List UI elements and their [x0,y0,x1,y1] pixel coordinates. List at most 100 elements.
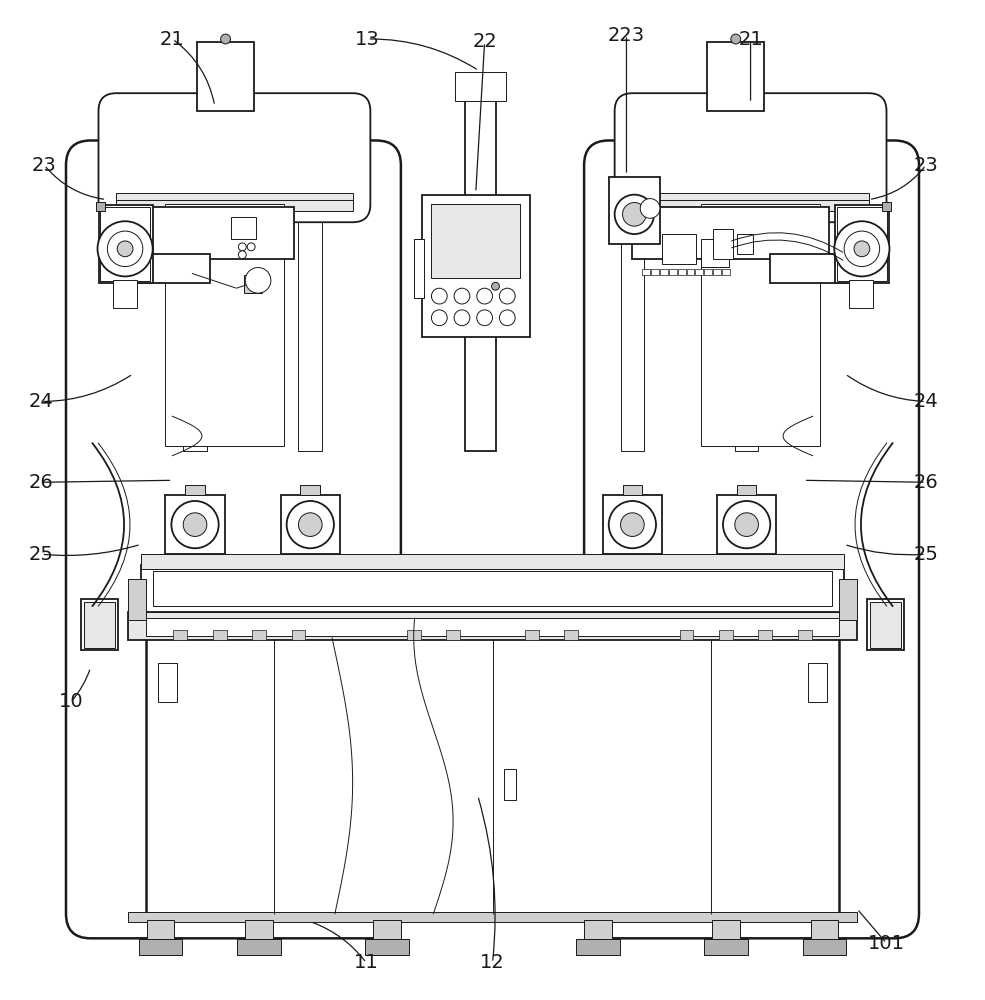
Bar [719,630,733,640]
Circle shape [117,241,133,257]
Text: 21: 21 [738,30,763,49]
Circle shape [623,203,646,226]
Bar [632,200,869,211]
Text: 22: 22 [472,32,497,51]
Bar [455,72,506,101]
Bar [811,920,838,941]
Bar [407,630,421,640]
Bar [197,42,254,111]
Text: 23: 23 [32,156,57,175]
Bar [98,205,153,283]
Bar [576,939,620,955]
Text: 26: 26 [913,473,939,492]
Bar [292,630,305,640]
Bar [701,205,820,446]
Bar [128,579,146,620]
Bar [704,269,712,275]
Bar [146,618,839,636]
Bar [722,269,730,275]
Text: 13: 13 [355,30,380,49]
Bar [632,207,829,259]
Bar [603,495,662,554]
Bar [141,565,844,612]
Bar [651,269,659,275]
Bar [153,571,832,606]
Bar [704,939,748,955]
Bar [669,269,677,275]
Bar [713,229,733,259]
Circle shape [723,501,770,548]
Bar [707,42,764,111]
Circle shape [238,243,246,251]
Circle shape [454,288,470,304]
Circle shape [615,195,654,234]
Circle shape [245,268,271,293]
Text: 25: 25 [29,545,54,564]
Circle shape [287,501,334,548]
Bar [837,207,886,281]
FancyBboxPatch shape [615,93,886,222]
Bar [465,96,496,451]
Bar [839,579,857,620]
Bar [701,239,729,267]
Circle shape [621,513,644,536]
Circle shape [298,513,322,536]
Circle shape [477,288,492,304]
Circle shape [431,288,447,304]
Bar [564,630,578,640]
Bar [798,630,812,640]
Bar [882,202,891,211]
Bar [183,175,207,451]
Circle shape [731,34,741,44]
Bar [173,630,187,640]
FancyBboxPatch shape [66,140,401,938]
Bar [835,205,889,283]
Bar [116,254,210,283]
Bar [712,920,740,941]
Text: 21: 21 [160,30,185,49]
Bar [735,175,758,451]
Bar [231,217,256,239]
Bar [662,234,696,264]
Bar [141,554,844,569]
Circle shape [238,251,246,259]
Bar [609,177,660,244]
Bar [849,280,873,308]
Bar [431,204,520,278]
Bar [422,195,530,337]
Bar [678,269,686,275]
Bar [128,912,857,922]
Circle shape [454,310,470,326]
Circle shape [834,221,889,276]
Circle shape [844,231,880,267]
Bar [298,175,322,451]
Circle shape [854,241,870,257]
Bar [803,939,846,955]
Text: 25: 25 [913,545,939,564]
Circle shape [221,34,230,44]
Circle shape [477,310,492,326]
Circle shape [609,501,656,548]
Circle shape [499,288,515,304]
FancyBboxPatch shape [584,140,919,938]
Bar [632,193,869,205]
Bar [252,630,266,640]
Text: 12: 12 [480,953,505,972]
Bar [244,275,262,293]
Bar [81,598,118,650]
Bar [504,769,516,800]
Circle shape [499,310,515,326]
Circle shape [492,282,499,290]
Text: 23: 23 [913,156,939,175]
Bar [867,598,904,650]
Bar [165,495,225,554]
Bar [808,663,827,702]
Bar [770,254,847,283]
Bar [116,207,294,259]
Bar [584,920,612,941]
Bar [116,200,353,211]
Bar [100,207,150,281]
Bar [660,269,668,275]
Bar [623,485,642,495]
Bar [165,205,284,446]
